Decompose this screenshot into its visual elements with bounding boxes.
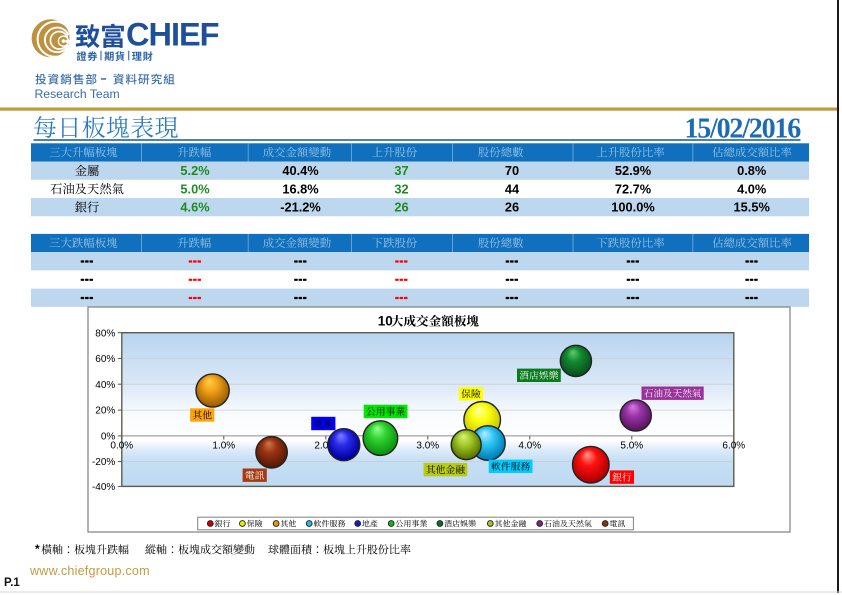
svg-text:60%: 60% (95, 354, 115, 365)
svg-text:0.0%: 0.0% (110, 441, 133, 452)
svg-text:4.0%: 4.0% (737, 181, 767, 196)
svg-text:15.5%: 15.5% (734, 200, 771, 215)
svg-text:P.1: P.1 (4, 577, 20, 589)
svg-text:44: 44 (505, 181, 520, 196)
svg-text:-40%: -40% (92, 482, 115, 493)
svg-text:3.0%: 3.0% (416, 441, 439, 452)
svg-text:10: 10 (378, 314, 393, 329)
svg-text:52.9%: 52.9% (615, 163, 652, 178)
svg-text:4.6%: 4.6% (180, 200, 210, 215)
svg-text:www.chiefgroup.com: www.chiefgroup.com (29, 564, 150, 578)
svg-text:1.0%: 1.0% (212, 441, 235, 452)
svg-text:80%: 80% (95, 328, 115, 339)
svg-text:*: * (35, 542, 40, 556)
svg-text:-21.2%: -21.2% (280, 200, 321, 215)
svg-text:37: 37 (394, 163, 408, 178)
svg-text:-20%: -20% (92, 457, 115, 468)
svg-text:70: 70 (505, 163, 519, 178)
svg-text:26: 26 (505, 200, 519, 215)
svg-text:2.0%: 2.0% (314, 441, 337, 452)
svg-text:CHIEF: CHIEF (126, 17, 219, 53)
svg-text:32: 32 (394, 181, 408, 196)
svg-text:5.0%: 5.0% (180, 181, 210, 196)
svg-text:72.7%: 72.7% (615, 181, 652, 196)
svg-text:26: 26 (394, 200, 408, 215)
svg-text:6.0%: 6.0% (722, 441, 745, 452)
svg-text:Research Team: Research Team (35, 87, 120, 101)
svg-text:5.0%: 5.0% (620, 441, 643, 452)
svg-text:40%: 40% (95, 380, 115, 391)
svg-text:16.8%: 16.8% (282, 181, 319, 196)
svg-text:5.2%: 5.2% (180, 163, 210, 178)
svg-text:40.4%: 40.4% (282, 163, 319, 178)
svg-text:20%: 20% (95, 406, 115, 417)
svg-text:0%: 0% (101, 432, 116, 443)
svg-text:0.8%: 0.8% (737, 163, 767, 178)
svg-text:100.0%: 100.0% (611, 200, 655, 215)
svg-text:4.0%: 4.0% (518, 441, 541, 452)
